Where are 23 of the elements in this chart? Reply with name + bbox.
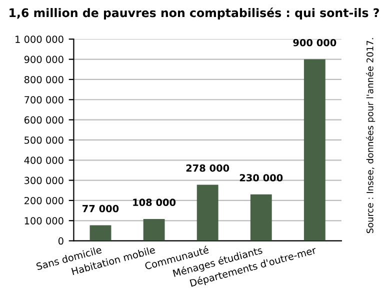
y-tick-label: 400 000 <box>24 156 64 164</box>
data-label: 900 000 <box>293 38 336 46</box>
y-tick-label: 500 000 <box>24 136 64 144</box>
bar <box>143 219 165 241</box>
chart-title: 1,6 million de pauvres non comptabilisés : qui sont-ils ? <box>10 8 379 20</box>
bar <box>196 184 218 241</box>
y-tick-label: 700 000 <box>24 96 64 104</box>
data-label: 77 000 <box>82 204 119 212</box>
bar <box>250 194 272 241</box>
y-tick-label: 300 000 <box>24 176 64 184</box>
y-tick-label: 600 000 <box>24 116 64 124</box>
y-tick-label: 100 000 <box>24 217 64 224</box>
y-tick-label: 1 000 000 <box>16 36 64 43</box>
source-note: Source : Insee, données pour l'année 2017. <box>366 38 376 234</box>
y-tick-label: 900 000 <box>24 56 64 64</box>
bar <box>304 59 326 241</box>
data-label: 278 000 <box>186 164 230 172</box>
y-tick-label: 800 000 <box>24 76 64 84</box>
y-tick-label: 200 000 <box>24 196 64 204</box>
data-label: 230 000 <box>240 174 283 182</box>
data-label: 108 000 <box>133 198 176 206</box>
y-tick-label: 0 <box>58 237 64 245</box>
bar <box>90 225 112 241</box>
